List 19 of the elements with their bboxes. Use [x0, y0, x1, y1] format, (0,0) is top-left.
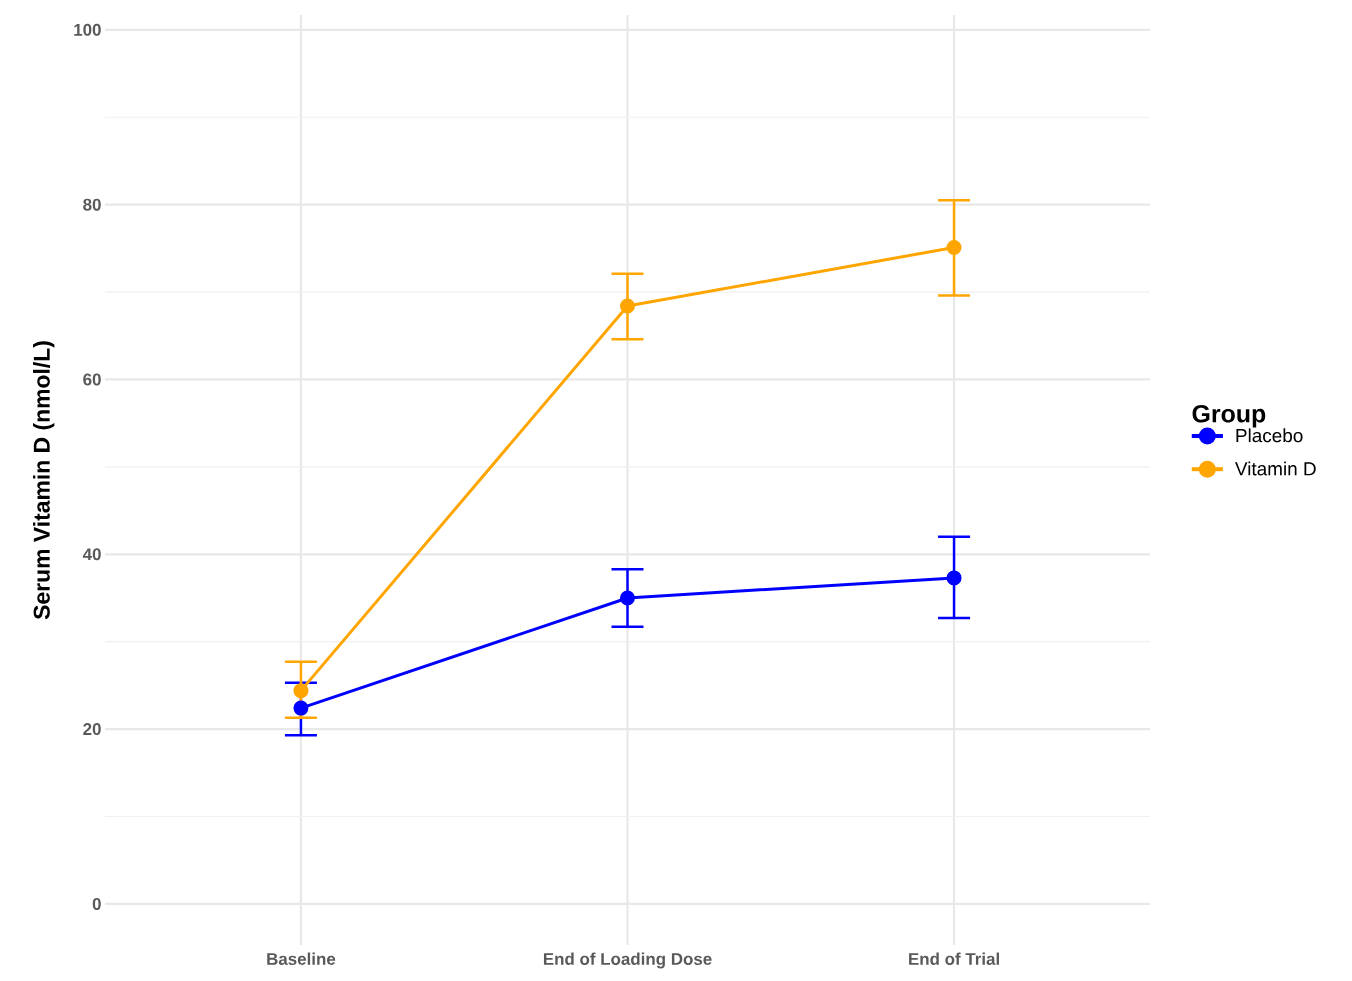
x-tick-label: Baseline — [267, 952, 336, 965]
x-tick-label: End of Trial — [909, 952, 999, 965]
point — [619, 590, 635, 606]
legend-label: Placebo — [1236, 428, 1303, 443]
y-tick-label: 60 — [83, 373, 101, 386]
point — [619, 298, 635, 314]
y-tick-label: 0 — [92, 897, 101, 910]
y-tick-label: 100 — [74, 23, 101, 36]
point — [293, 700, 309, 716]
point — [293, 683, 309, 699]
y-tick-label: 20 — [83, 723, 101, 736]
legend-label: Vitamin D — [1235, 461, 1316, 476]
y-tick-label: 40 — [82, 548, 101, 561]
y-tick-label: 80 — [83, 198, 101, 211]
y-axis-title: Serum Vitamin D (nmol/L) — [33, 341, 55, 620]
x-tick-label: End of Loading Dose — [543, 952, 712, 969]
legend-title: Group — [1192, 404, 1266, 428]
point — [946, 239, 962, 255]
point — [946, 570, 962, 586]
